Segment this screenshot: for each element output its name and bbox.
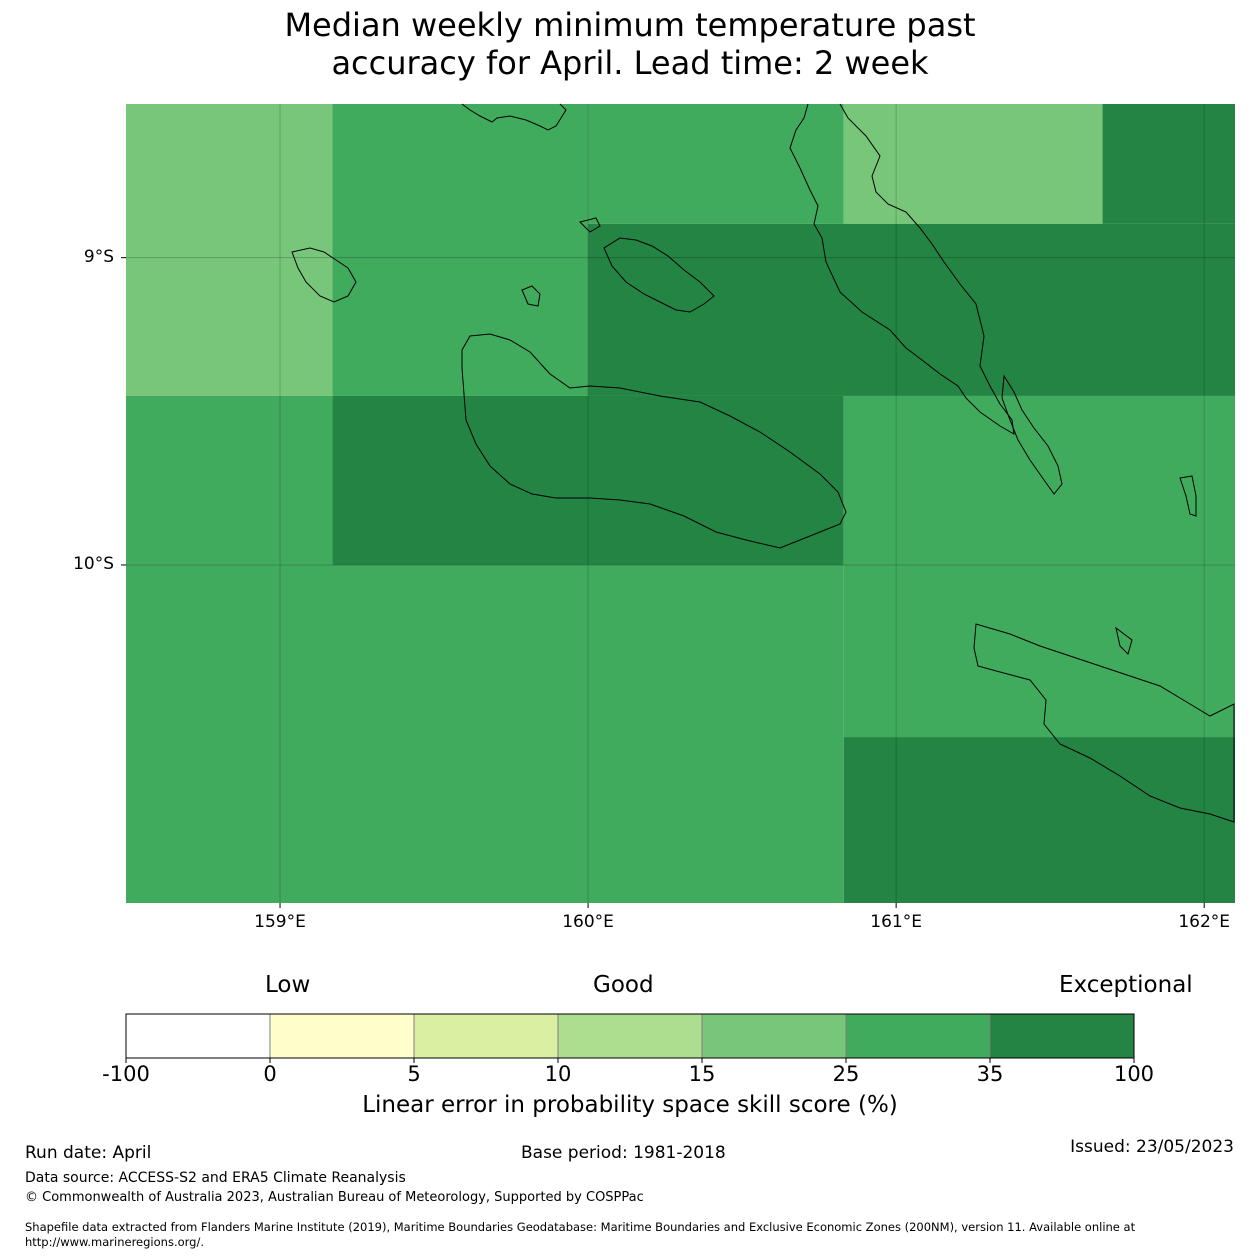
colorbar-swatch-6 bbox=[989, 1013, 1135, 1059]
colorbar-boundary-label-0: -100 bbox=[102, 1062, 150, 1086]
colorbar-boundary-label-6: 35 bbox=[976, 1062, 1004, 1086]
colorbar-label: Linear error in probability space skill … bbox=[362, 1092, 898, 1118]
y-tick-label-1: 10°S bbox=[73, 553, 114, 574]
graticule bbox=[126, 104, 1235, 903]
shapefile-credit-line-1: Shapefile data extracted from Flanders M… bbox=[25, 1220, 1136, 1234]
x-tick-label-2: 161°E bbox=[870, 912, 922, 932]
coastline-north-fragment bbox=[461, 103, 567, 131]
skill-grid-cells bbox=[126, 104, 1235, 903]
title-line-1: Median weekly minimum temperature past bbox=[284, 6, 976, 44]
colorbar-swatch-1 bbox=[269, 1013, 415, 1059]
run-date: Run date: April bbox=[25, 1143, 152, 1163]
data-source: Data source: ACCESS-S2 and ERA5 Climate … bbox=[25, 1170, 406, 1186]
colorbar-outline bbox=[125, 1013, 1135, 1059]
map-title: Median weekly minimum temperature past a… bbox=[0, 6, 1260, 82]
grid-cell-0 bbox=[126, 104, 333, 396]
colorbar-swatches bbox=[125, 1013, 1135, 1063]
grid-cell-11 bbox=[843, 737, 1235, 903]
base-period: Base period: 1981-2018 bbox=[521, 1143, 726, 1163]
coastline-savo-island bbox=[521, 285, 541, 307]
coastline-florida-islands bbox=[579, 217, 715, 313]
colorbar bbox=[125, 1013, 1135, 1063]
colorbar-boundary-label-2: 5 bbox=[407, 1062, 421, 1086]
shapefile-credit-line-2: http://www.marineregions.org/. bbox=[25, 1235, 204, 1249]
axis-ticks bbox=[121, 257, 1205, 908]
coastline-guadalcanal bbox=[461, 333, 847, 549]
copyright: © Commonwealth of Australia 2023, Austra… bbox=[25, 1190, 644, 1205]
grid-cell-8 bbox=[843, 395, 1235, 565]
grid-cell-10 bbox=[843, 564, 1235, 738]
grid-cell-4 bbox=[1102, 104, 1235, 224]
issued-date: Issued: 23/05/2023 bbox=[1070, 1137, 1234, 1157]
colorbar-head-good: Good bbox=[593, 972, 654, 998]
coastline-malaita bbox=[1001, 374, 1063, 495]
y-tick-label-0: 9°S bbox=[83, 246, 114, 267]
colorbar-boundary-label-3: 10 bbox=[544, 1062, 572, 1086]
grid-cell-2 bbox=[588, 104, 844, 224]
title-line-2: accuracy for April. Lead time: 2 week bbox=[331, 44, 929, 82]
colorbar-swatch-2 bbox=[413, 1013, 559, 1059]
grid-cell-5 bbox=[588, 223, 1235, 396]
coastline-ugi-island bbox=[1115, 626, 1133, 655]
coastline-small-island-east bbox=[1179, 475, 1197, 517]
coastline-russell-islands bbox=[291, 247, 357, 303]
grid-cell-7 bbox=[332, 395, 844, 565]
skill-score-map bbox=[121, 103, 1235, 908]
coastlines bbox=[291, 103, 1235, 823]
colorbar-boundary-label-5: 25 bbox=[832, 1062, 860, 1086]
grid-cell-6 bbox=[126, 395, 333, 565]
colorbar-swatch-5 bbox=[845, 1013, 991, 1059]
colorbar-swatch-0 bbox=[125, 1013, 271, 1059]
grid-cell-3 bbox=[843, 104, 1103, 224]
grid-cell-1 bbox=[332, 104, 589, 396]
colorbar-boundary-label-7: 100 bbox=[1113, 1062, 1155, 1086]
colorbar-swatch-3 bbox=[557, 1013, 703, 1059]
x-tick-label-0: 159°E bbox=[254, 912, 306, 932]
x-tick-label-1: 160°E bbox=[562, 912, 614, 932]
colorbar-boundary-label-1: 0 bbox=[263, 1062, 277, 1086]
colorbar-head-exceptional: Exceptional bbox=[1059, 972, 1193, 998]
coastline-makira bbox=[973, 623, 1235, 823]
x-tick-label-3: 162°E bbox=[1178, 912, 1231, 932]
grid-cell-9 bbox=[126, 564, 844, 903]
colorbar-boundary-label-4: 15 bbox=[688, 1062, 716, 1086]
colorbar-swatch-4 bbox=[701, 1013, 847, 1059]
coastline-santa-isabel bbox=[789, 103, 1015, 435]
colorbar-head-low: Low bbox=[265, 972, 311, 998]
